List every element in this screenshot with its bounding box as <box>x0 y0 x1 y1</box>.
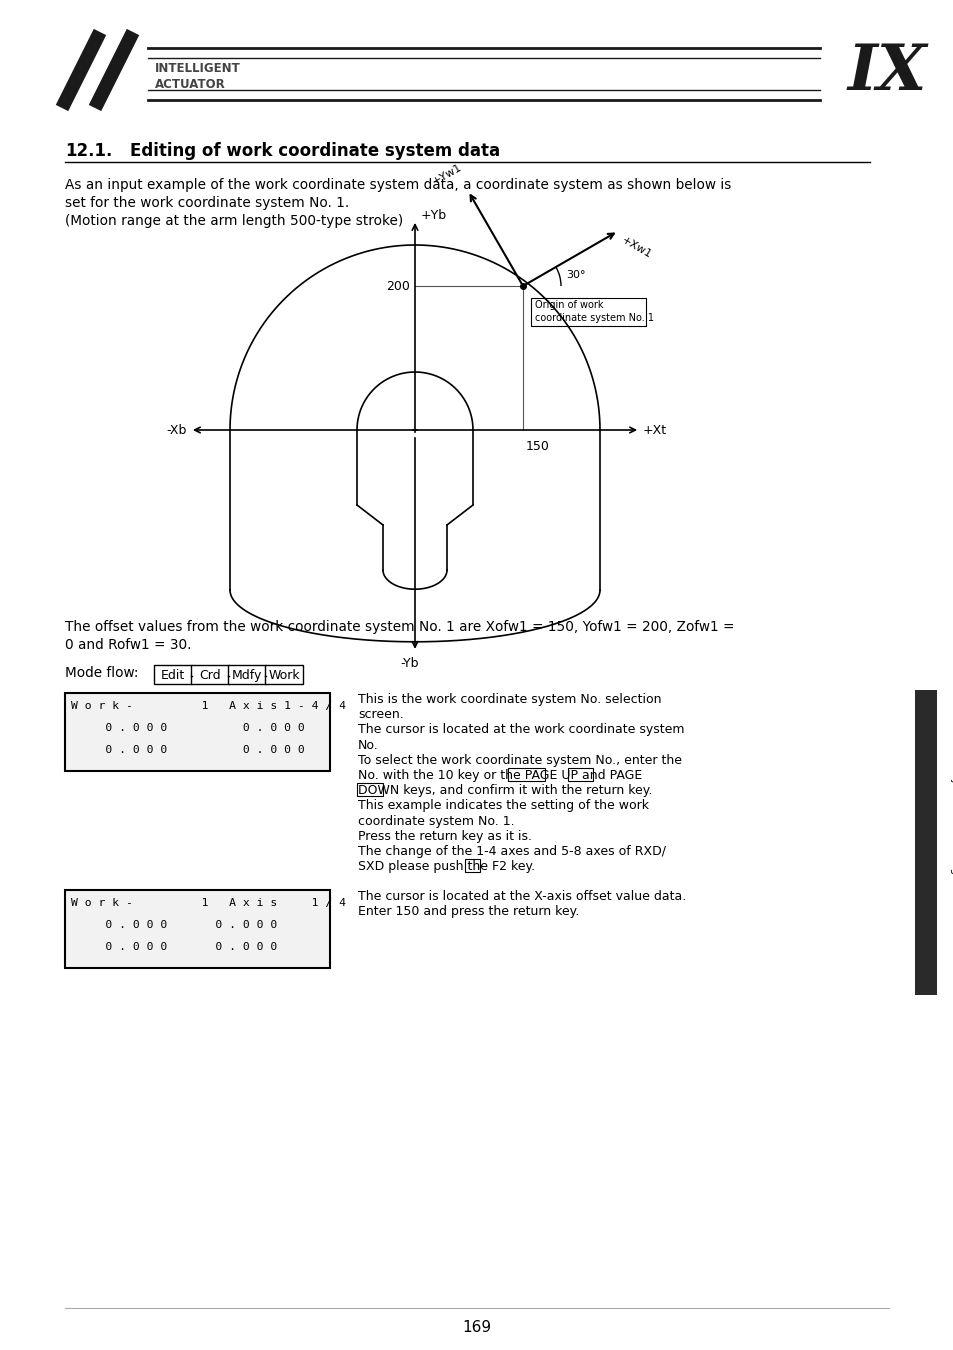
Text: Mode flow:: Mode flow: <box>65 666 138 680</box>
Text: screen.: screen. <box>357 709 403 721</box>
Text: As an input example of the work coordinate system data, a coordinate system as s: As an input example of the work coordina… <box>65 178 731 192</box>
Text: No. with the 10 key or the PAGE UP and PAGE: No. with the 10 key or the PAGE UP and P… <box>357 769 641 782</box>
Text: 12. Coordinate System Data Editing of the SCARA Axis: 12. Coordinate System Data Editing of th… <box>949 695 953 967</box>
Text: 0 . 0 0 0           0 . 0 0 0: 0 . 0 0 0 0 . 0 0 0 <box>71 724 304 733</box>
FancyBboxPatch shape <box>265 666 303 684</box>
Text: 0 and Rofw1 = 30.: 0 and Rofw1 = 30. <box>65 639 192 652</box>
Text: 12.1.: 12.1. <box>65 142 112 161</box>
Bar <box>356 783 382 796</box>
Text: 30°: 30° <box>565 270 585 279</box>
FancyBboxPatch shape <box>191 666 229 684</box>
Text: The offset values from the work coordinate system No. 1 are Xofw1 = 150, Yofw1 =: The offset values from the work coordina… <box>65 620 734 634</box>
Text: 169: 169 <box>462 1320 491 1335</box>
Text: Press the return key as it is.: Press the return key as it is. <box>357 830 532 842</box>
Text: DOWN keys, and confirm it with the return key.: DOWN keys, and confirm it with the retur… <box>357 784 652 798</box>
Text: +Xw1: +Xw1 <box>619 235 653 261</box>
Text: Origin of work
coordinate system No. 1: Origin of work coordinate system No. 1 <box>535 300 654 323</box>
Text: The cursor is located at the X-axis offset value data.: The cursor is located at the X-axis offs… <box>357 890 685 903</box>
Text: -Yb: -Yb <box>400 657 418 670</box>
Text: 200: 200 <box>386 279 410 293</box>
Text: 150: 150 <box>525 440 549 454</box>
Text: 0 . 0 0 0       0 . 0 0 0: 0 . 0 0 0 0 . 0 0 0 <box>71 919 277 930</box>
Text: +Xt: +Xt <box>642 424 666 436</box>
Text: Edit: Edit <box>161 670 185 682</box>
Text: No.: No. <box>357 738 378 752</box>
Bar <box>464 859 479 872</box>
FancyBboxPatch shape <box>228 666 266 684</box>
Text: This is the work coordinate system No. selection: This is the work coordinate system No. s… <box>357 693 660 706</box>
Bar <box>531 298 645 325</box>
Text: INTELLIGENT: INTELLIGENT <box>154 62 240 74</box>
Bar <box>65 693 330 771</box>
Text: -Xb: -Xb <box>167 424 187 436</box>
Text: set for the work coordinate system No. 1.: set for the work coordinate system No. 1… <box>65 196 349 211</box>
Text: To select the work coordinate system No., enter the: To select the work coordinate system No.… <box>357 753 681 767</box>
FancyBboxPatch shape <box>153 666 192 684</box>
Text: The cursor is located at the work coordinate system: The cursor is located at the work coordi… <box>357 724 684 736</box>
Bar <box>508 768 544 782</box>
Bar <box>567 768 593 782</box>
Bar <box>65 890 330 968</box>
Text: 0 . 0 0 0           0 . 0 0 0: 0 . 0 0 0 0 . 0 0 0 <box>71 745 304 755</box>
Text: Mdfy: Mdfy <box>232 670 262 682</box>
Text: SXD please push the F2 key.: SXD please push the F2 key. <box>357 860 535 873</box>
Text: This example indicates the setting of the work: This example indicates the setting of th… <box>357 799 648 813</box>
Text: +Yb: +Yb <box>420 209 447 221</box>
Text: +Yw1: +Yw1 <box>431 162 463 186</box>
Text: 0 . 0 0 0       0 . 0 0 0: 0 . 0 0 0 0 . 0 0 0 <box>71 942 277 952</box>
Text: W o r k -          1   A x i s 1 - 4 / 4: W o r k - 1 A x i s 1 - 4 / 4 <box>71 701 346 711</box>
Text: IX: IX <box>847 42 926 104</box>
Text: Crd: Crd <box>199 670 220 682</box>
Text: coordinate system No. 1.: coordinate system No. 1. <box>357 814 514 828</box>
Text: Work: Work <box>268 670 299 682</box>
Text: The change of the 1-4 axes and 5-8 axes of RXD/: The change of the 1-4 axes and 5-8 axes … <box>357 845 665 859</box>
Text: W o r k -          1   A x i s     1 / 4: W o r k - 1 A x i s 1 / 4 <box>71 898 346 909</box>
Text: Editing of work coordinate system data: Editing of work coordinate system data <box>130 142 499 161</box>
Text: ACTUATOR: ACTUATOR <box>154 78 226 92</box>
Text: Enter 150 and press the return key.: Enter 150 and press the return key. <box>357 906 578 918</box>
Text: (Motion range at the arm length 500-type stroke): (Motion range at the arm length 500-type… <box>65 215 403 228</box>
Bar <box>914 690 936 995</box>
